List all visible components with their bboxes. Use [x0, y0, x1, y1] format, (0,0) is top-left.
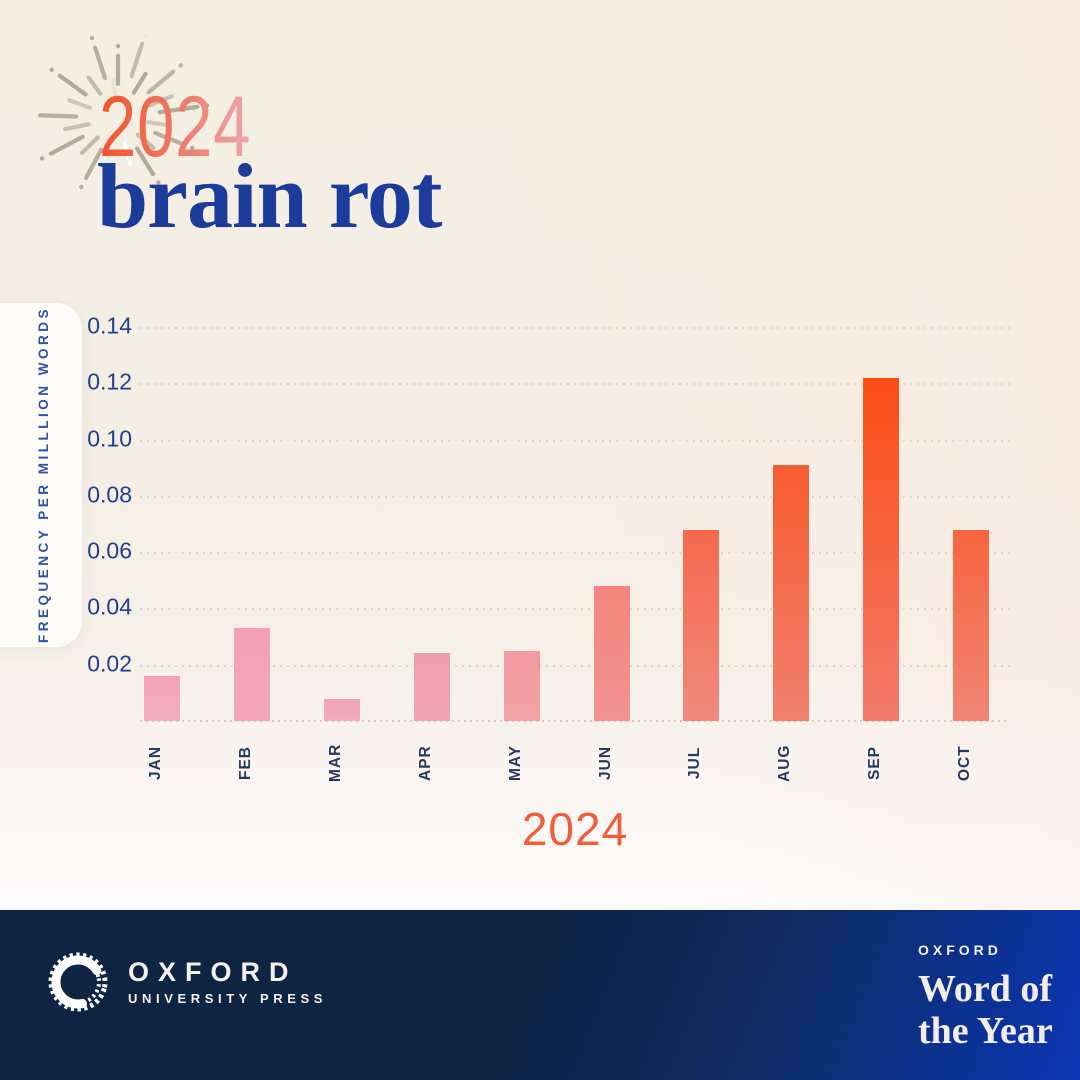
bar-jul [683, 529, 720, 721]
title-year: 2024 [99, 79, 252, 175]
y-tick-label: 0.08 [87, 481, 132, 508]
x-axis-baseline [140, 720, 1010, 722]
bar-aug [773, 464, 810, 721]
publisher-logo-text: OXFORD UNIVERSITY PRESS [128, 956, 328, 1007]
word-of-the-year-lockup: OXFORD Word of the Year [918, 942, 1053, 1052]
woty-kicker: OXFORD [918, 942, 1002, 958]
gridline [140, 383, 1010, 386]
x-tick-label-may: MAY [506, 744, 524, 782]
x-tick-label-jun: JUN [596, 746, 614, 781]
oxford-university-press-logo-icon [48, 952, 108, 1012]
gridline [140, 439, 1010, 442]
y-tick-label: 0.10 [87, 424, 132, 451]
bar-may [503, 650, 540, 721]
publisher-subname: UNIVERSITY PRESS [128, 991, 328, 1007]
y-tick-label: 0.12 [87, 368, 132, 395]
x-tick-label-jul: JUL [686, 746, 704, 780]
bar-mar [323, 698, 360, 721]
x-tick-label-oct: OCT [956, 745, 974, 781]
gridline [140, 608, 1010, 611]
x-tick-label-sep: SEP [866, 746, 884, 781]
x-tick-label-apr: APR [416, 745, 434, 781]
woty-title-line1: Word of [918, 968, 1053, 1010]
starburst-icon [38, 36, 210, 190]
x-tick-label-feb: FEB [236, 746, 254, 780]
bar-apr [413, 653, 450, 721]
x-tick-label-mar: MAR [326, 743, 344, 783]
page-title-word: brain rot [97, 145, 443, 247]
publisher-logo-block: OXFORD UNIVERSITY PRESS [46, 950, 327, 1014]
gridline [140, 495, 1010, 498]
x-tick-label-aug: AUG [776, 744, 794, 782]
x-tick-label-jan: JAN [147, 746, 164, 781]
x-axis-title: 2024 [521, 803, 629, 855]
gridline [140, 327, 1010, 329]
x-axis-month-labels: JAN FEB MAR APR MAY JUN JUL AUG SEP OCT [0, 735, 1080, 795]
y-tick-label: 0.14 [87, 312, 132, 339]
bar-sep [863, 377, 900, 721]
y-tick-label: 0.04 [87, 593, 132, 620]
bar-chart-plot-area: 0.14 0.12 0.10 0.08 0.06 0.04 0.02 [0, 312, 1080, 722]
gridline [140, 664, 1010, 667]
y-tick-label: 0.02 [87, 650, 132, 677]
y-axis-card [0, 303, 82, 647]
gridline [140, 552, 1010, 555]
bar-oct [953, 529, 990, 721]
bar-feb [233, 628, 270, 721]
bar-jan [144, 675, 180, 721]
bar-jun [593, 585, 630, 721]
footer-band: OXFORD UNIVERSITY PRESS OXFORD Word of t… [0, 910, 1080, 1080]
woty-title-line2: the Year [918, 1010, 1053, 1052]
y-tick-label: 0.06 [87, 537, 132, 564]
publisher-name: OXFORD [128, 956, 298, 987]
